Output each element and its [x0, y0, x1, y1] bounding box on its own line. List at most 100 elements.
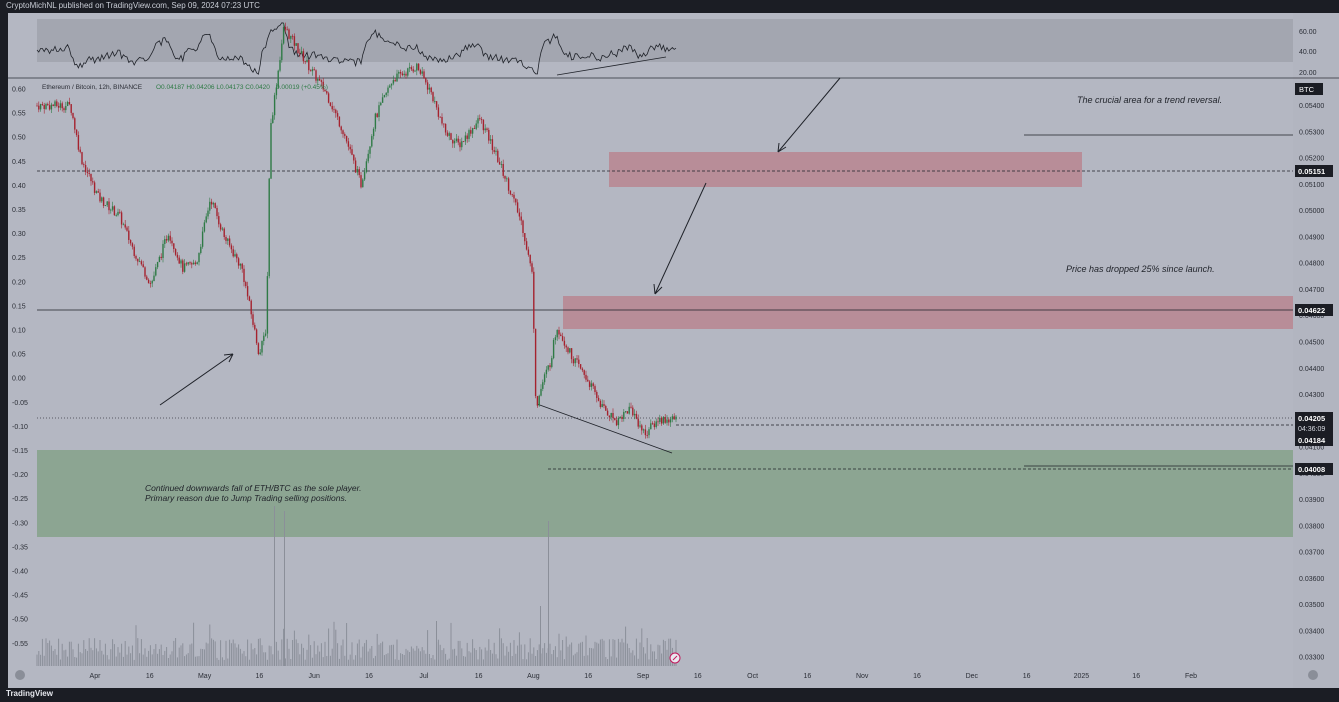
candle-body [101, 197, 103, 202]
time-axis-label: 16 [584, 673, 592, 680]
candle-body [342, 130, 344, 135]
volume-bar [239, 648, 241, 666]
volume-bar [243, 651, 245, 666]
right-axis-label: 0.05200 [1299, 156, 1324, 163]
candle-body [326, 91, 328, 94]
legend-symbol: Ethereum / Bitcoin, 12h, BINANCE [42, 84, 143, 91]
candle-body [61, 103, 63, 109]
volume-bar [43, 655, 45, 666]
left-axis-label: -0.30 [12, 520, 28, 527]
candle-body [381, 97, 384, 103]
candle-body [250, 300, 252, 315]
price-tag-mid-text: 0.04622 [1298, 306, 1325, 315]
volume-bar [194, 656, 196, 666]
volume-bar [643, 647, 645, 666]
candle-body [491, 139, 494, 151]
price-tag-mid [1295, 304, 1333, 316]
volume-bar [310, 645, 312, 666]
candle-body [630, 406, 632, 408]
candle-body [668, 419, 670, 423]
candle-body [173, 243, 175, 249]
candle-body [430, 87, 432, 93]
candle-body [646, 435, 648, 436]
candle-body [507, 178, 510, 191]
candle-body [576, 358, 578, 360]
volume-bar [549, 643, 551, 666]
currency-tag [1295, 83, 1323, 95]
candle-body [45, 104, 47, 110]
candle-body [70, 104, 72, 113]
candle-body [516, 202, 519, 213]
volume-bar [389, 645, 391, 666]
volume-bar [459, 640, 461, 666]
candle-body [178, 257, 180, 264]
candle-body [293, 36, 296, 46]
volume-bar [522, 659, 524, 666]
volume-bar [241, 653, 243, 666]
volume-bar [437, 639, 439, 666]
volume-bar [293, 630, 295, 666]
candle-body [425, 78, 427, 83]
candle-body [650, 423, 652, 430]
candle-body [174, 249, 177, 255]
candle-body [315, 70, 317, 81]
candle-body [270, 123, 272, 179]
candle-body [286, 29, 288, 31]
candle-body [414, 70, 416, 72]
left-axis-label: -0.10 [12, 424, 28, 431]
volume-bar [308, 634, 310, 666]
volume-bar [639, 642, 641, 666]
volume-bar [648, 659, 650, 666]
volume-bar [175, 638, 177, 666]
candle-body [673, 416, 675, 420]
candle-body [511, 194, 513, 196]
candle-body [565, 345, 567, 348]
volume-bar [176, 657, 178, 666]
volume-bar [526, 659, 528, 666]
candle-body [450, 133, 452, 140]
candle-body [583, 370, 585, 375]
candle-body [644, 429, 647, 436]
resistance-zone-upper [609, 152, 1082, 187]
candle-body [567, 347, 569, 353]
osc-axis-20: 20.00 [1299, 70, 1317, 77]
volume-bar [617, 638, 619, 666]
candle-body [225, 237, 227, 241]
volume-bar [94, 638, 96, 666]
candle-body [207, 210, 209, 217]
volume-bar [464, 656, 466, 666]
candle-body [610, 413, 612, 418]
volume-bar [59, 659, 61, 666]
time-axis[interactable]: Apr 16 May 16 Jun 16 Jul 16 Aug 16 Sep 16 Oct 16 Nov 16… [90, 673, 1198, 680]
time-axis-label: Feb [1185, 673, 1197, 680]
volume-bar [612, 639, 614, 666]
candle-body [642, 429, 645, 431]
settings-circle-icon[interactable] [15, 670, 25, 680]
candle-body [653, 423, 656, 428]
candle-body [502, 164, 504, 176]
candle-body [524, 233, 526, 242]
candle-body [426, 82, 429, 90]
volume-bar [403, 655, 405, 666]
volume-bar [443, 648, 445, 666]
volume-bar [286, 638, 288, 666]
candle-body [138, 261, 141, 263]
right-price-axis[interactable]: 0.05400 0.05300 0.05200 0.05100 0.05000 0.049… [1299, 103, 1324, 662]
candle-body [444, 123, 447, 133]
volume-bar [182, 643, 184, 666]
candle-body [209, 201, 211, 211]
time-axis-label: Dec [966, 673, 979, 680]
volume-bar [574, 653, 576, 666]
tradingview-logo: TradingView [6, 689, 53, 698]
volume-bar [356, 643, 358, 666]
candle-body [158, 256, 161, 262]
scale-settings-icon[interactable] [1308, 670, 1318, 680]
candle-body [569, 348, 571, 353]
volume-bar [538, 644, 540, 666]
candle-body [383, 95, 386, 98]
volume-bar [659, 645, 661, 666]
volume-bar [374, 655, 376, 666]
volume-bar [157, 653, 159, 666]
candle-body [291, 35, 294, 37]
